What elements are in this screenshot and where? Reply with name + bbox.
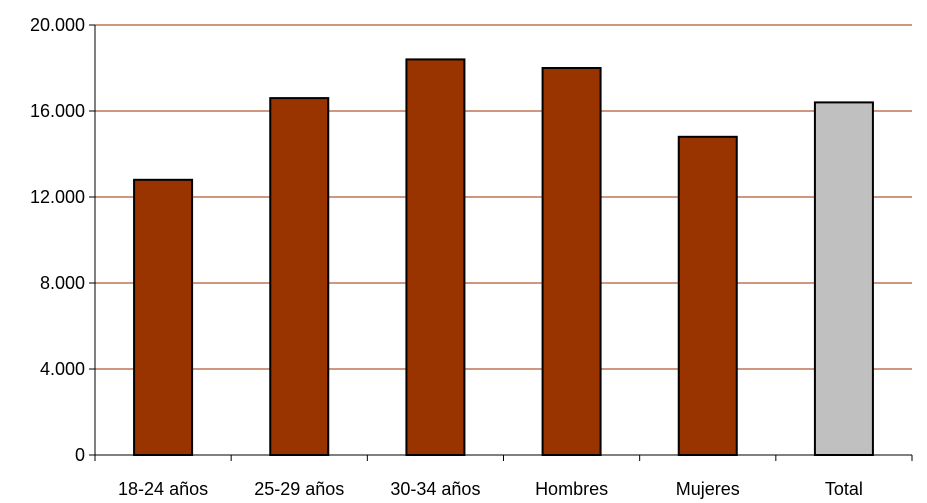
axes bbox=[89, 24, 913, 461]
bar-mujeres bbox=[677, 135, 738, 457]
y-tick-label: 20.000 bbox=[30, 15, 85, 35]
category-label: Total bbox=[825, 479, 863, 499]
category-label: 25-29 años bbox=[254, 479, 344, 499]
bar-30-34-a-os bbox=[405, 58, 466, 457]
category-labels: 18-24 años 25-29 años 30-34 años Hombres Muj… bbox=[118, 479, 863, 499]
y-tick-label: 8.000 bbox=[40, 273, 85, 293]
category-label: 30-34 años bbox=[390, 479, 480, 499]
category-label: Hombres bbox=[535, 479, 608, 499]
y-tick-label: 0 bbox=[75, 445, 85, 465]
y-tick-labels: 0 4.000 8.000 12.000 16.000 20.000 bbox=[30, 15, 85, 465]
y-tick-label: 4.000 bbox=[40, 359, 85, 379]
bars bbox=[133, 58, 874, 457]
category-label: Mujeres bbox=[676, 479, 740, 499]
category-label: 18-24 años bbox=[118, 479, 208, 499]
bar-hombres bbox=[541, 67, 602, 456]
y-tick-label: 16.000 bbox=[30, 101, 85, 121]
bar-total bbox=[813, 101, 874, 457]
gridlines bbox=[95, 24, 912, 370]
bar-25-29-a-os bbox=[269, 97, 330, 456]
bar-18-24-a-os bbox=[133, 178, 194, 457]
y-tick-label: 12.000 bbox=[30, 187, 85, 207]
